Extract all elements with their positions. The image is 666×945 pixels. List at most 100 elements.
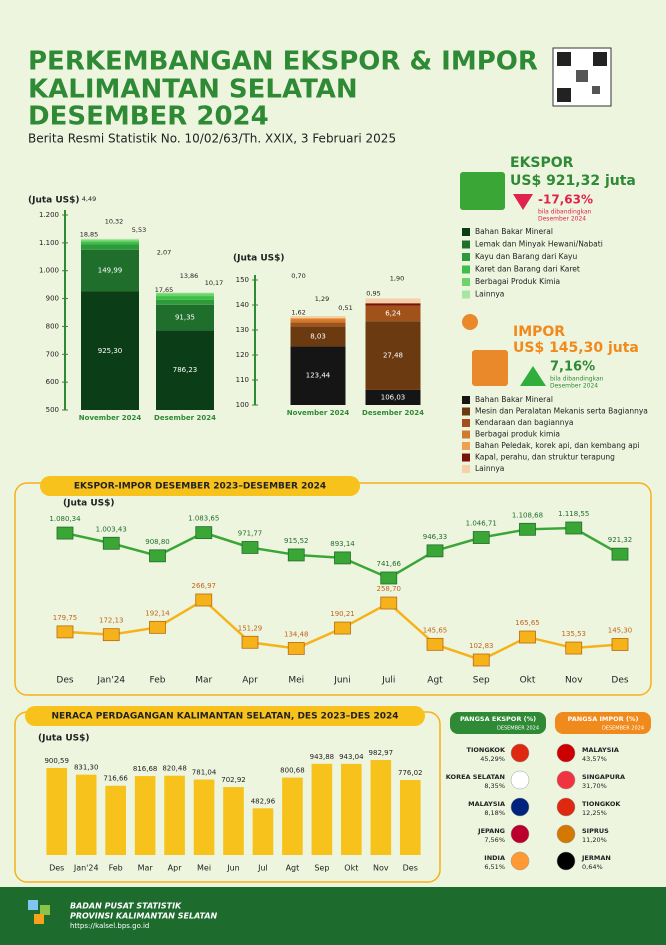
flag [510, 743, 530, 763]
title-line: DESEMBER 2024 [28, 102, 269, 132]
bar [223, 787, 244, 855]
subtitle: Berita Resmi Statistik No. 10/02/63/Th. … [28, 132, 396, 146]
country: KOREA SELATAN [446, 773, 505, 781]
country: INDIA [484, 854, 505, 862]
bar-segment [290, 322, 346, 327]
point-marker [611, 638, 629, 651]
y-axis-label: (Juta US$) [28, 196, 80, 206]
impor-note: bila dibandingkan [550, 376, 604, 383]
value-label: 102,83 [469, 642, 494, 650]
legend-label: Bahan Peledak, korek api, dan kembang ap… [475, 441, 640, 450]
flag [510, 797, 530, 817]
up-arrow [520, 366, 546, 386]
bar [311, 763, 333, 855]
value-label: 18,85 [80, 230, 99, 238]
bar-segment [156, 296, 214, 300]
country: MALAYSIA [468, 800, 505, 808]
value-label: 971,77 [238, 529, 263, 537]
bps-logo [28, 900, 50, 924]
value-label: 106,03 [381, 393, 406, 401]
share: 0,64% [582, 863, 603, 871]
bar-segment [365, 389, 421, 405]
x-tick-label: Agt [427, 676, 443, 686]
value-label: 702,92 [221, 776, 246, 784]
title-pill [25, 706, 425, 726]
share: 12,25% [582, 809, 607, 817]
legend-label: Berbagai Produk Kimia [475, 277, 560, 286]
x-tick-label: Desember 2024 [154, 414, 216, 422]
share: 31,70% [582, 782, 607, 790]
point-marker [149, 549, 166, 563]
value-label: 27,48 [383, 352, 403, 360]
x-tick-label: Feb [109, 864, 123, 873]
value-label: 1.080,34 [49, 515, 81, 523]
x-tick-label: Jun [226, 864, 240, 873]
x-tick-label: Juni [333, 676, 351, 686]
ekspor-change: -17,63% [538, 193, 593, 207]
y-tick-label: 100 [236, 401, 249, 409]
bar-segment [156, 330, 214, 410]
value-label: 776,02 [398, 769, 423, 777]
point-marker [519, 522, 536, 536]
legend-swatch [462, 396, 470, 404]
section-title: NERACA PERDAGANGAN KALIMANTAN SELATAN, D… [51, 712, 398, 722]
value-label: 482,96 [251, 797, 276, 805]
point-marker [611, 547, 629, 561]
x-tick-label: Apr [168, 864, 183, 873]
y-tick-label: 900 [46, 295, 59, 303]
pangsa-header [555, 712, 651, 734]
x-tick-label: Des [56, 676, 73, 686]
legend-label: Lainnya [475, 290, 504, 299]
value-label: 1.003,43 [96, 525, 127, 533]
legend-label: Bahan Bakar Mineral [475, 227, 553, 236]
point-marker [241, 635, 259, 649]
bar [134, 776, 156, 855]
title-line: KALIMANTAN SELATAN [28, 75, 358, 105]
value-label: 179,75 [53, 614, 78, 622]
value-label: 982,97 [369, 749, 394, 757]
y-tick-label: 600 [46, 378, 59, 386]
country: TIONGKOK [582, 800, 621, 808]
value-label: 123,44 [306, 372, 331, 380]
bar-segment [156, 293, 214, 297]
point-marker [380, 571, 398, 585]
footer-org: BADAN PUSAT STATISTIK [70, 902, 182, 911]
share: 6,51% [484, 863, 505, 871]
flag [556, 797, 576, 817]
point-marker [102, 536, 120, 550]
point-marker [287, 642, 305, 655]
pangsa-title: PANGSA EKSPOR (%) [460, 715, 536, 723]
y-tick-label: 1.000 [39, 267, 59, 275]
value-label: 192,14 [145, 609, 170, 617]
bar [105, 785, 126, 855]
value-label: 6,24 [385, 309, 401, 317]
bar [341, 763, 362, 855]
share: 8,18% [484, 809, 505, 817]
country: TIONGKOK [467, 746, 506, 754]
value-label: 8,03 [310, 332, 326, 340]
value-label: 5,53 [132, 226, 146, 234]
flag [556, 770, 576, 790]
container-icon [460, 172, 505, 210]
x-tick-label: Des [611, 676, 628, 686]
share: 7,56% [484, 836, 505, 844]
value-label: 1,62 [291, 308, 305, 316]
flag [510, 770, 530, 790]
legend-label: Kayu dan Barang dari Kayu [475, 252, 578, 261]
legend-swatch [462, 290, 470, 299]
footer [0, 887, 666, 945]
legend-swatch [462, 453, 470, 462]
value-label: 831,30 [74, 764, 99, 772]
value-label: 943,88 [310, 753, 335, 761]
point-marker [519, 630, 536, 644]
value-label: 17,65 [155, 286, 174, 294]
value-label: 4,49 [82, 195, 96, 203]
x-tick-label: Mei [288, 676, 304, 686]
bar-segment [81, 241, 139, 245]
x-tick-label: Agt [286, 864, 300, 873]
y-tick-label: 150 [236, 276, 249, 284]
y-tick-label: 800 [46, 322, 59, 330]
legend-swatch [462, 228, 470, 236]
legend-swatch [462, 407, 470, 416]
impor-note: Desember 2024 [550, 383, 598, 390]
